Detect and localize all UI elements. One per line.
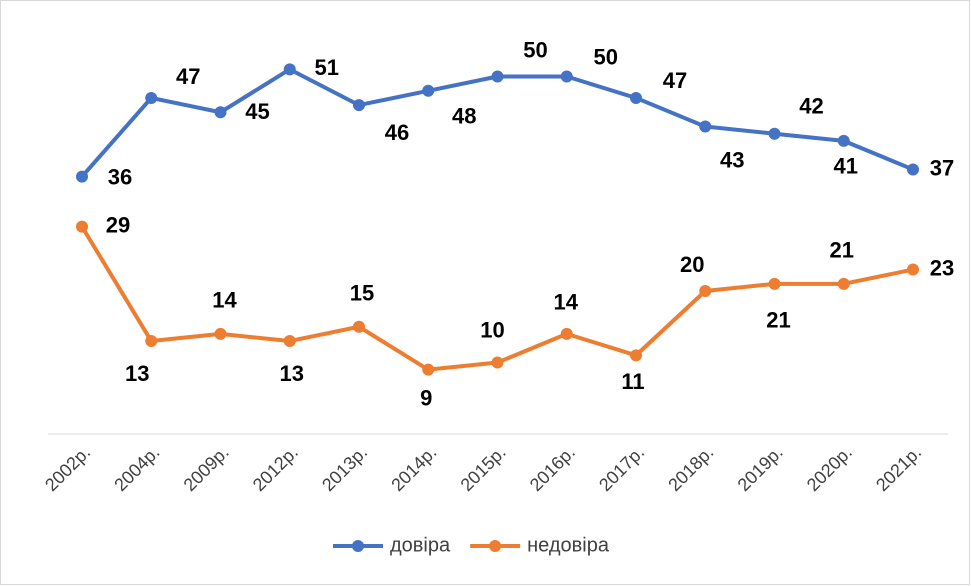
data-point: [768, 277, 781, 290]
data-point: [145, 91, 158, 104]
data-label: 41: [834, 154, 858, 179]
data-label: 15: [350, 281, 374, 306]
data-label: 11: [621, 369, 644, 394]
data-point: [907, 163, 919, 176]
data-point: [699, 285, 712, 297]
data-label: 37: [930, 155, 954, 180]
data-point: [145, 335, 158, 348]
data-label: 9: [420, 385, 432, 410]
data-label: 13: [280, 361, 304, 386]
data-point: [76, 170, 88, 183]
data-label: 21: [830, 238, 854, 263]
data-label: 51: [315, 55, 339, 80]
data-point: [76, 220, 88, 233]
data-label: 42: [799, 94, 823, 119]
data-point: [560, 327, 573, 340]
data-point: [283, 63, 296, 76]
data-point: [699, 120, 712, 133]
data-label: 14: [212, 288, 237, 313]
data-label: 47: [176, 64, 200, 89]
data-label: 50: [594, 44, 618, 69]
data-point: [422, 84, 435, 97]
data-label: 47: [663, 68, 687, 93]
legend-marker: [489, 540, 502, 552]
data-label: 48: [452, 104, 476, 129]
data-point: [214, 106, 227, 119]
data-label: 46: [385, 120, 409, 145]
data-point: [283, 335, 296, 348]
data-label: 21: [766, 308, 790, 333]
data-point: [353, 320, 365, 333]
data-label: 50: [523, 37, 547, 62]
data-point: [630, 91, 642, 104]
data-label: 13: [125, 361, 149, 386]
data-label: 29: [106, 212, 130, 237]
data-point: [491, 356, 504, 369]
data-point: [630, 349, 642, 362]
data-label: 20: [680, 252, 704, 277]
data-label: 14: [554, 290, 579, 315]
data-point: [560, 70, 573, 83]
data-point: [491, 70, 504, 83]
data-point: [768, 127, 781, 140]
data-label: 43: [720, 147, 744, 172]
legend-label: довіра: [390, 534, 451, 556]
legend-label: недовіра: [527, 534, 610, 556]
data-label: 23: [930, 255, 954, 280]
data-point: [837, 134, 850, 147]
data-point: [837, 277, 850, 290]
data-point: [907, 263, 919, 276]
data-label: 45: [245, 99, 269, 124]
data-label: 10: [480, 317, 504, 342]
data-point: [214, 327, 227, 340]
data-point: [422, 363, 435, 376]
data-point: [353, 99, 365, 112]
legend-marker: [352, 540, 364, 552]
data-label: 36: [108, 164, 132, 189]
